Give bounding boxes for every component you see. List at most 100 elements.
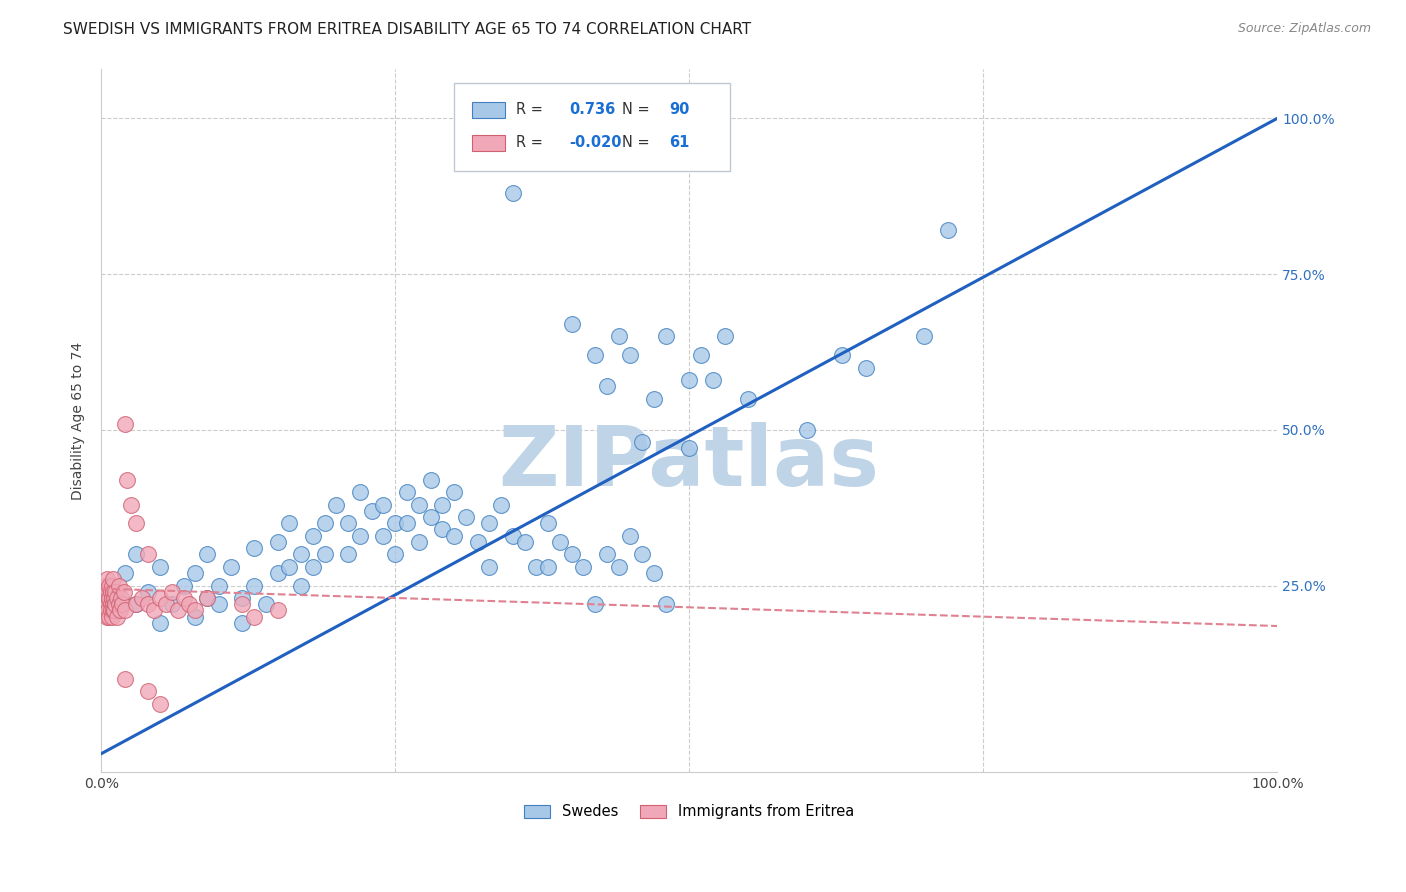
Point <box>131 591 153 605</box>
Point <box>231 615 253 630</box>
Point <box>419 510 441 524</box>
Point <box>360 504 382 518</box>
Point <box>184 609 207 624</box>
Point <box>314 516 336 531</box>
Point <box>97 584 120 599</box>
Point <box>454 510 477 524</box>
Point <box>855 360 877 375</box>
Point <box>325 498 347 512</box>
Point <box>219 559 242 574</box>
Point <box>243 609 266 624</box>
Point <box>195 591 218 605</box>
Point <box>243 541 266 556</box>
Point <box>243 578 266 592</box>
Point <box>607 559 630 574</box>
Point <box>831 348 853 362</box>
Point <box>524 559 547 574</box>
Point <box>654 329 676 343</box>
Point <box>149 559 172 574</box>
Point <box>94 597 117 611</box>
Point <box>100 597 122 611</box>
Point <box>349 529 371 543</box>
Point <box>596 547 619 561</box>
Point <box>408 498 430 512</box>
Point <box>583 597 606 611</box>
Point <box>125 547 148 561</box>
Point <box>125 597 148 611</box>
Point <box>478 516 501 531</box>
Point <box>395 516 418 531</box>
Point <box>231 597 253 611</box>
Y-axis label: Disability Age 65 to 74: Disability Age 65 to 74 <box>72 342 86 500</box>
Point <box>104 584 127 599</box>
Point <box>278 559 301 574</box>
Point <box>713 329 735 343</box>
Point <box>314 547 336 561</box>
Point <box>548 535 571 549</box>
FancyBboxPatch shape <box>471 136 505 151</box>
FancyBboxPatch shape <box>471 103 505 118</box>
Point <box>302 559 325 574</box>
Point <box>266 566 288 580</box>
Point <box>93 578 115 592</box>
Point <box>432 523 454 537</box>
Point <box>104 597 127 611</box>
Point <box>290 578 312 592</box>
Point <box>607 329 630 343</box>
Point <box>101 591 124 605</box>
Point <box>432 498 454 512</box>
Point <box>478 559 501 574</box>
Point <box>631 547 654 561</box>
Point <box>467 535 489 549</box>
Text: N =: N = <box>623 135 659 150</box>
Point <box>195 591 218 605</box>
Point <box>96 591 118 605</box>
Point <box>513 535 536 549</box>
Point <box>537 559 560 574</box>
Point <box>136 597 159 611</box>
Point <box>290 547 312 561</box>
Point <box>179 597 201 611</box>
Point <box>373 498 395 512</box>
Point <box>337 547 360 561</box>
Point <box>596 379 619 393</box>
Text: R =: R = <box>516 102 548 117</box>
Point <box>702 373 724 387</box>
Text: 90: 90 <box>669 102 689 117</box>
Point <box>101 578 124 592</box>
Point <box>155 597 177 611</box>
FancyBboxPatch shape <box>454 83 730 170</box>
Point <box>101 597 124 611</box>
Point <box>796 423 818 437</box>
Point <box>93 603 115 617</box>
Point <box>100 603 122 617</box>
Point <box>149 615 172 630</box>
Point <box>443 529 465 543</box>
Point <box>561 547 583 561</box>
Point <box>112 584 135 599</box>
Point <box>278 516 301 531</box>
Point <box>173 591 195 605</box>
Point <box>349 485 371 500</box>
Point <box>125 597 148 611</box>
Point <box>384 547 406 561</box>
Point <box>114 603 136 617</box>
Point <box>115 473 138 487</box>
Point <box>120 498 142 512</box>
Point <box>114 566 136 580</box>
Text: Source: ZipAtlas.com: Source: ZipAtlas.com <box>1237 22 1371 36</box>
Point <box>103 591 125 605</box>
Point <box>101 603 124 617</box>
Point <box>108 597 131 611</box>
Text: 0.736: 0.736 <box>569 102 616 117</box>
Point <box>143 603 166 617</box>
Point <box>98 591 121 605</box>
Point <box>160 584 183 599</box>
Point <box>166 603 188 617</box>
Point <box>489 498 512 512</box>
Point <box>114 417 136 431</box>
Point <box>111 597 134 611</box>
Point <box>125 516 148 531</box>
Point <box>136 547 159 561</box>
Text: R =: R = <box>516 135 548 150</box>
